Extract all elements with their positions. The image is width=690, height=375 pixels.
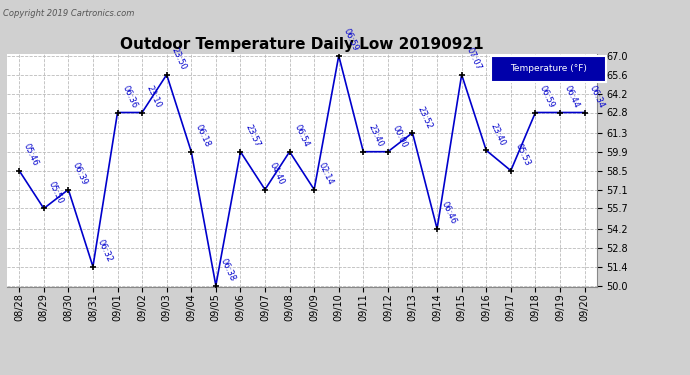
Text: 02:14: 02:14 xyxy=(317,162,335,187)
Text: 05:53: 05:53 xyxy=(513,142,532,168)
Text: 06:34: 06:34 xyxy=(587,84,606,110)
Text: 06:54: 06:54 xyxy=(293,123,310,149)
Text: 04:40: 04:40 xyxy=(268,162,286,187)
Title: Outdoor Temperature Daily Low 20190921: Outdoor Temperature Daily Low 20190921 xyxy=(120,37,484,52)
Text: 00:00: 00:00 xyxy=(391,124,409,149)
Text: 23:57: 23:57 xyxy=(243,123,262,149)
Text: 05:50: 05:50 xyxy=(46,180,65,206)
Text: 23:10: 23:10 xyxy=(145,84,163,110)
Text: 06:46: 06:46 xyxy=(440,200,458,226)
Text: 07:07: 07:07 xyxy=(464,46,483,72)
Text: 06:39: 06:39 xyxy=(71,161,90,187)
Text: 23:50: 23:50 xyxy=(170,46,188,72)
Text: 23:40: 23:40 xyxy=(366,123,384,149)
Text: 05:46: 05:46 xyxy=(22,142,40,168)
Text: 06:59: 06:59 xyxy=(342,27,359,53)
Text: 06:38: 06:38 xyxy=(219,257,237,283)
Text: 06:32: 06:32 xyxy=(96,238,114,264)
Text: 06:36: 06:36 xyxy=(120,84,139,110)
Text: 23:40: 23:40 xyxy=(489,122,507,148)
Text: 06:59: 06:59 xyxy=(538,84,556,110)
Text: 23:52: 23:52 xyxy=(415,105,433,130)
Text: 06:44: 06:44 xyxy=(563,84,581,110)
Text: 06:18: 06:18 xyxy=(194,123,213,149)
Text: Copyright 2019 Cartronics.com: Copyright 2019 Cartronics.com xyxy=(3,9,135,18)
